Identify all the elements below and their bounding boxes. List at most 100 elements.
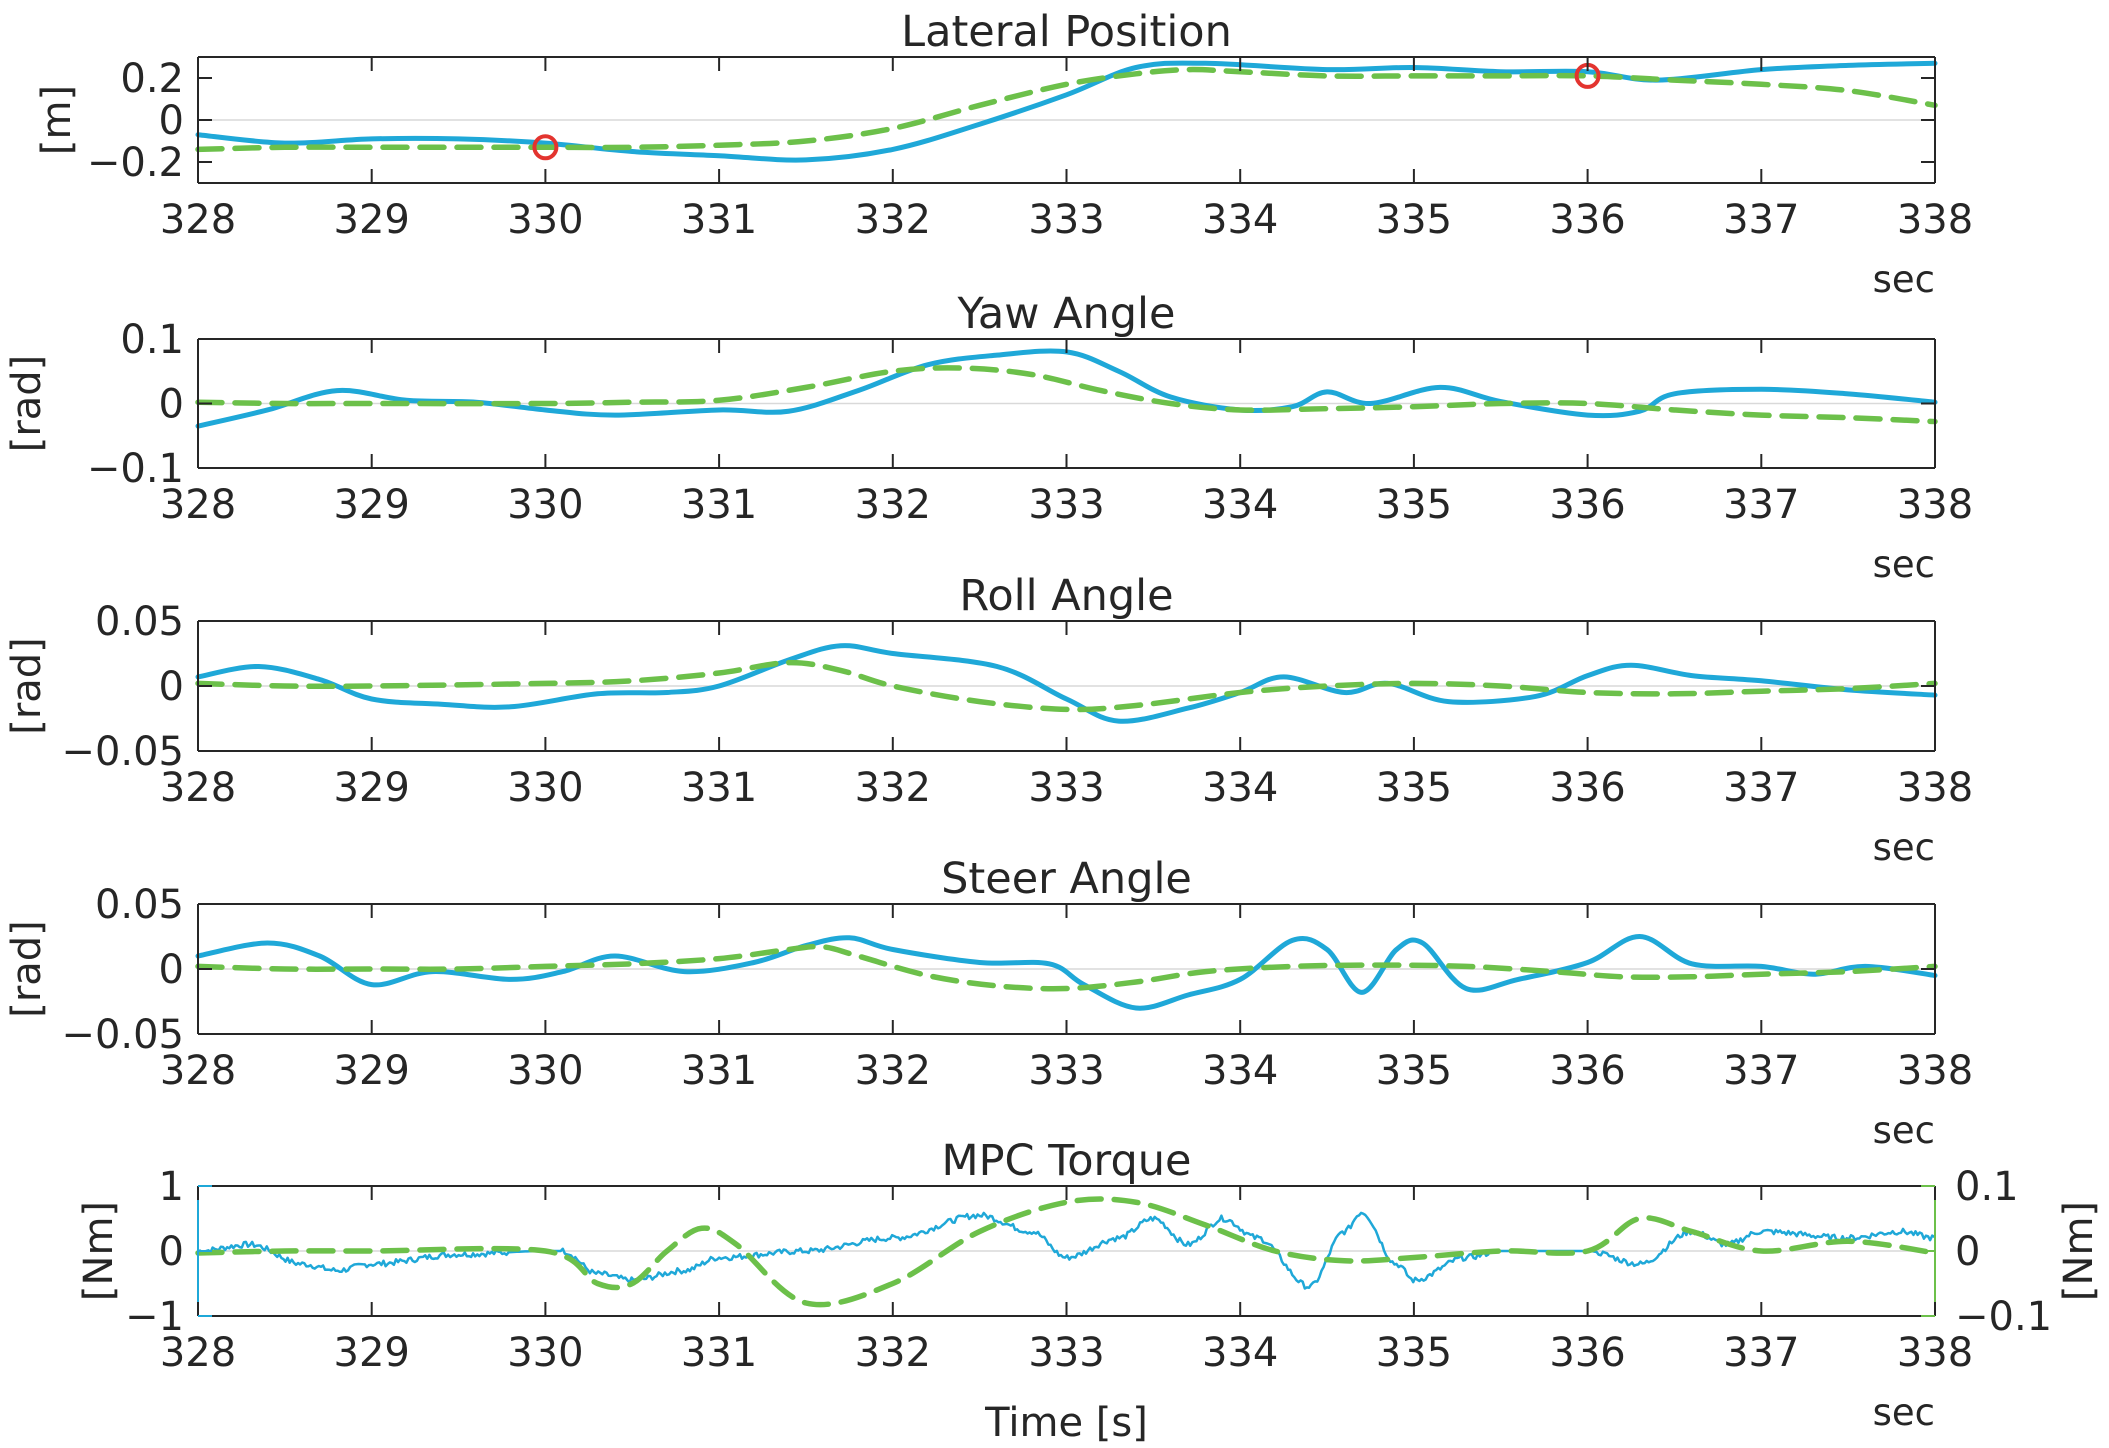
x-tick-label: 334 — [1202, 197, 1278, 243]
subplot-title: Steer Angle — [941, 854, 1192, 904]
series-reference-line — [195, 659, 1938, 713]
x-tick-label: 331 — [681, 197, 757, 243]
x-tick-label: 332 — [855, 1330, 931, 1376]
y-tick-label: 0 — [159, 664, 184, 710]
x-tick-label: 337 — [1723, 482, 1799, 528]
y-axis-label: [rad] — [4, 637, 50, 735]
x-tick-label: 328 — [160, 197, 236, 243]
y-tick-label: 0.05 — [95, 882, 184, 928]
x-tick-label: 336 — [1549, 482, 1625, 528]
subplot-5: 328 329 330 331 332 333 334 335 336 337 338 1 0 −1 0.1… — [76, 1136, 2102, 1434]
subplot-title: Roll Angle — [959, 571, 1173, 621]
x-tick-label: 335 — [1376, 1330, 1452, 1376]
series-measured-line — [195, 348, 1938, 429]
x-tick-label: 329 — [334, 482, 410, 528]
x-tick-label: 331 — [681, 1048, 757, 1094]
x-tick-label: 335 — [1376, 482, 1452, 528]
x-tick-label: 330 — [507, 1048, 583, 1094]
x-axis-title: Time [s] — [984, 1400, 1148, 1446]
x-tick-label: 338 — [1897, 482, 1973, 528]
x-tick-label: 329 — [334, 197, 410, 243]
x-tick-label: 330 — [507, 765, 583, 811]
subplot-2: 328 329 330 331 332 333 334 335 336 337 338 0.1 0 −0.… — [4, 289, 1973, 586]
y-tick-label: −0.2 — [87, 140, 184, 186]
subplot-3: 328 329 330 331 332 333 334 335 336 337 338 0.05 0 −0… — [4, 571, 1973, 869]
y-axis-label: [Nm] — [76, 1201, 122, 1301]
x-tick-label: 337 — [1723, 197, 1799, 243]
subplot-4: 328 329 330 331 332 333 334 335 336 337 338 0.05 0 −0… — [4, 854, 1973, 1152]
y-tick-label: 0 — [159, 382, 184, 428]
event-marker — [532, 134, 559, 161]
x-tick-label: 330 — [507, 482, 583, 528]
y-tick-label: 0.2 — [120, 56, 184, 102]
subplot-title: Yaw Angle — [957, 289, 1176, 339]
series-measured-line — [195, 643, 1938, 724]
series-reference-line — [195, 66, 1938, 153]
y-tick-label: 0 — [159, 1229, 184, 1275]
y-tick-label: −0.05 — [61, 1012, 184, 1058]
x-tick-label: 328 — [160, 1330, 236, 1376]
x-tick-label: 330 — [507, 1330, 583, 1376]
x-tick-label: 329 — [334, 1048, 410, 1094]
x-tick-label: 338 — [1897, 1048, 1973, 1094]
x-tick-label: 332 — [855, 197, 931, 243]
x-tick-label: 338 — [1897, 765, 1973, 811]
x-tick-label: 333 — [1028, 197, 1104, 243]
x-tick-label: 333 — [1028, 1330, 1104, 1376]
series-reference-line — [195, 1196, 1938, 1308]
series-measured-line — [197, 1211, 1935, 1290]
x-tick-label: 335 — [1376, 765, 1452, 811]
x-tick-label: 330 — [507, 197, 583, 243]
y-tick-label: −0.05 — [61, 729, 184, 775]
series-measured-line — [195, 933, 1938, 1011]
y-tick-label: 0.05 — [95, 599, 184, 645]
y-tick-label: 0.1 — [120, 317, 184, 363]
x-tick-label: 331 — [681, 765, 757, 811]
subplot-title: Lateral Position — [901, 7, 1232, 57]
x-tick-label: 328 — [160, 482, 236, 528]
x-tick-label: 334 — [1202, 1048, 1278, 1094]
x-tick-label: 329 — [334, 765, 410, 811]
y-tick-label: 0 — [159, 947, 184, 993]
x-unit-label: sec — [1873, 1109, 1935, 1152]
x-tick-label: 332 — [855, 765, 931, 811]
series-reference-line — [195, 943, 1938, 992]
x-tick-label: 329 — [334, 1330, 410, 1376]
x-tick-label: 335 — [1376, 197, 1452, 243]
subplot-1: 328 329 330 331 332 333 334 335 336 337 338 0.20−0.… — [34, 7, 1973, 301]
x-tick-label: 336 — [1549, 197, 1625, 243]
series-reference-line — [195, 365, 1938, 425]
y-tick-label: 1 — [159, 1164, 184, 1210]
y-right-tick-label: −0.1 — [1955, 1294, 2052, 1340]
x-tick-label: 331 — [681, 1330, 757, 1376]
x-tick-label: 336 — [1549, 1048, 1625, 1094]
x-unit-label: sec — [1873, 1391, 1935, 1434]
x-tick-label: 334 — [1202, 482, 1278, 528]
x-tick-label: 338 — [1897, 197, 1973, 243]
y-tick-label: −1 — [125, 1294, 184, 1340]
y-axis-label: [m] — [34, 85, 80, 155]
x-tick-label: 328 — [160, 1048, 236, 1094]
x-tick-label: 333 — [1028, 765, 1104, 811]
y-right-tick-label: 0.1 — [1955, 1164, 2019, 1210]
x-tick-label: 335 — [1376, 1048, 1452, 1094]
x-tick-label: 334 — [1202, 1330, 1278, 1376]
y-right-tick-label: 0 — [1955, 1229, 1980, 1275]
y-axis-label: [rad] — [4, 920, 50, 1018]
x-tick-label: 331 — [681, 482, 757, 528]
x-tick-label: 332 — [855, 1048, 931, 1094]
x-tick-label: 333 — [1028, 482, 1104, 528]
x-tick-label: 338 — [1897, 1330, 1973, 1376]
x-tick-label: 337 — [1723, 1048, 1799, 1094]
x-tick-label: 334 — [1202, 765, 1278, 811]
x-tick-label: 337 — [1723, 1330, 1799, 1376]
y-tick-label: 0 — [159, 98, 184, 144]
x-tick-label: 336 — [1549, 1330, 1625, 1376]
x-unit-label: sec — [1873, 543, 1935, 586]
y-tick-label: −0.1 — [87, 446, 184, 492]
y-axis-label: [rad] — [4, 355, 50, 453]
x-tick-label: 332 — [855, 482, 931, 528]
x-tick-label: 333 — [1028, 1048, 1104, 1094]
x-tick-label: 336 — [1549, 765, 1625, 811]
